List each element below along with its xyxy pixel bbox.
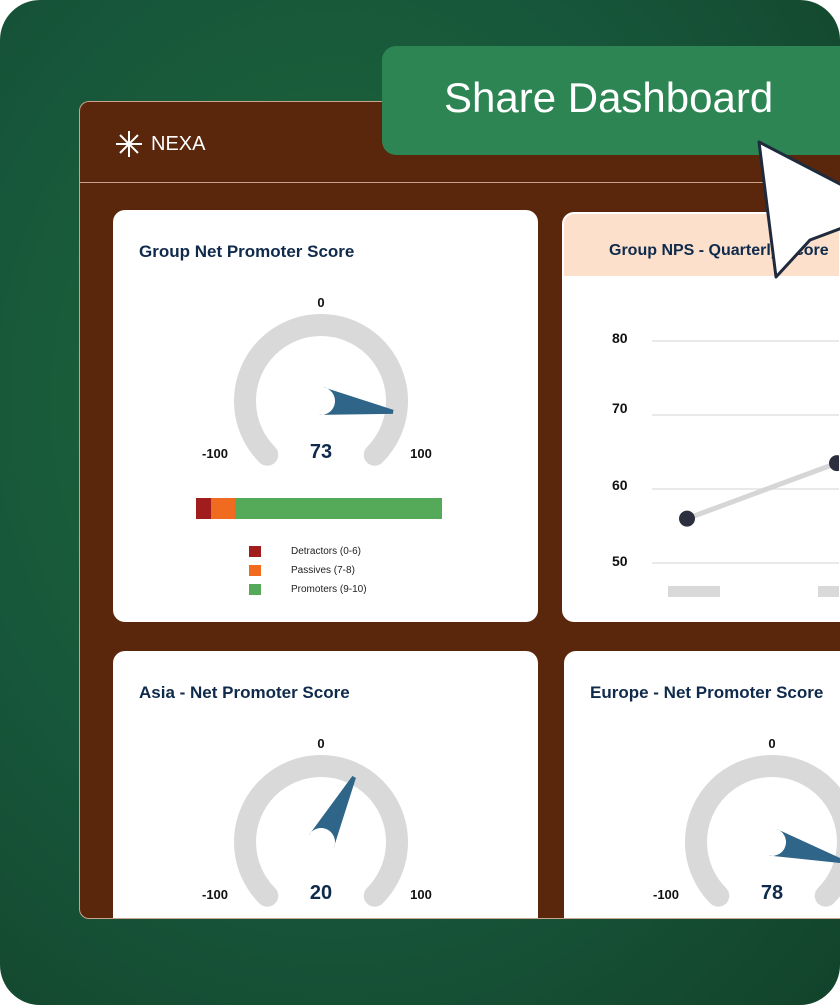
gauge-value: 73 (309, 441, 333, 463)
group-nps-card: Group Net Promoter Score Detractors (0-6… (113, 210, 538, 622)
y-tick: 60 (612, 477, 628, 493)
gauge-value: 78 (760, 882, 784, 904)
breakdown-segment (235, 498, 442, 519)
line-chart (652, 340, 840, 597)
gauge-min-label: -100 (652, 887, 680, 902)
legend-swatch (249, 565, 261, 576)
gauge-value: 20 (309, 882, 333, 904)
quarterly-nps-card: Group NPS - Quarterly Score 80 70 60 50 (562, 212, 840, 622)
x-label-placeholder (818, 586, 839, 597)
header-divider (80, 182, 840, 183)
data-point[interactable] (679, 510, 695, 527)
legend-label: Detractors (0-6) (291, 546, 362, 557)
gauge-needle (318, 387, 394, 415)
data-point[interactable] (829, 455, 840, 472)
brand-name: NEXA (151, 132, 206, 155)
gauge-max-label: 100 (410, 887, 432, 902)
gauge (234, 755, 408, 907)
legend-passives: Passives (7-8) (249, 565, 355, 576)
y-tick: 80 (612, 330, 628, 346)
x-label-placeholder (668, 586, 720, 597)
card-title: Europe - Net Promoter Score (590, 683, 824, 702)
breakdown-segment (210, 498, 236, 519)
gauge-track (685, 755, 840, 907)
legend-swatch (249, 584, 261, 595)
series-line (686, 460, 838, 521)
gauge-min-label: -100 (201, 887, 229, 902)
legend-label: Promoters (9-10) (291, 584, 367, 595)
gauge-max-label: 100 (410, 446, 432, 461)
gauge-mid-label: 0 (317, 736, 325, 751)
legend-swatch (249, 546, 261, 557)
asia-nps-card: Asia - Net Promoter Score 0 -100 100 20 (113, 651, 538, 918)
share-dashboard-button[interactable]: Share Dashboard (382, 46, 840, 155)
breakdown-segment (196, 498, 211, 519)
gauge-mid-label: 0 (317, 295, 325, 310)
gauge-track (234, 755, 408, 907)
cursor-arrow-icon (757, 140, 840, 279)
legend-promoters: Promoters (9-10) (249, 584, 367, 595)
legend-label: Passives (7-8) (291, 565, 355, 576)
y-tick: 70 (612, 400, 628, 416)
gauge-track (234, 314, 408, 466)
europe-nps-card: Europe - Net Promoter Score 0-10010078 (564, 651, 840, 918)
card-title: Asia - Net Promoter Score (139, 683, 350, 702)
card-title: Group Net Promoter Score (139, 242, 355, 261)
brand-logo[interactable]: NEXA (115, 130, 205, 158)
gauge-min-label: -100 (201, 446, 229, 461)
gauge-mid-label: 0 (768, 736, 776, 751)
gauge-needle (768, 828, 840, 863)
gauge (685, 755, 840, 907)
legend-detractors: Detractors (0-6) (249, 546, 361, 557)
asterisk-icon (116, 131, 142, 157)
dashboard-window: NEXA Group Net Promoter Score Detractors… (79, 101, 840, 919)
gauge (234, 314, 408, 466)
nps-breakdown-bar (196, 498, 442, 519)
y-tick: 50 (612, 553, 628, 569)
gauge-needle (308, 776, 356, 849)
